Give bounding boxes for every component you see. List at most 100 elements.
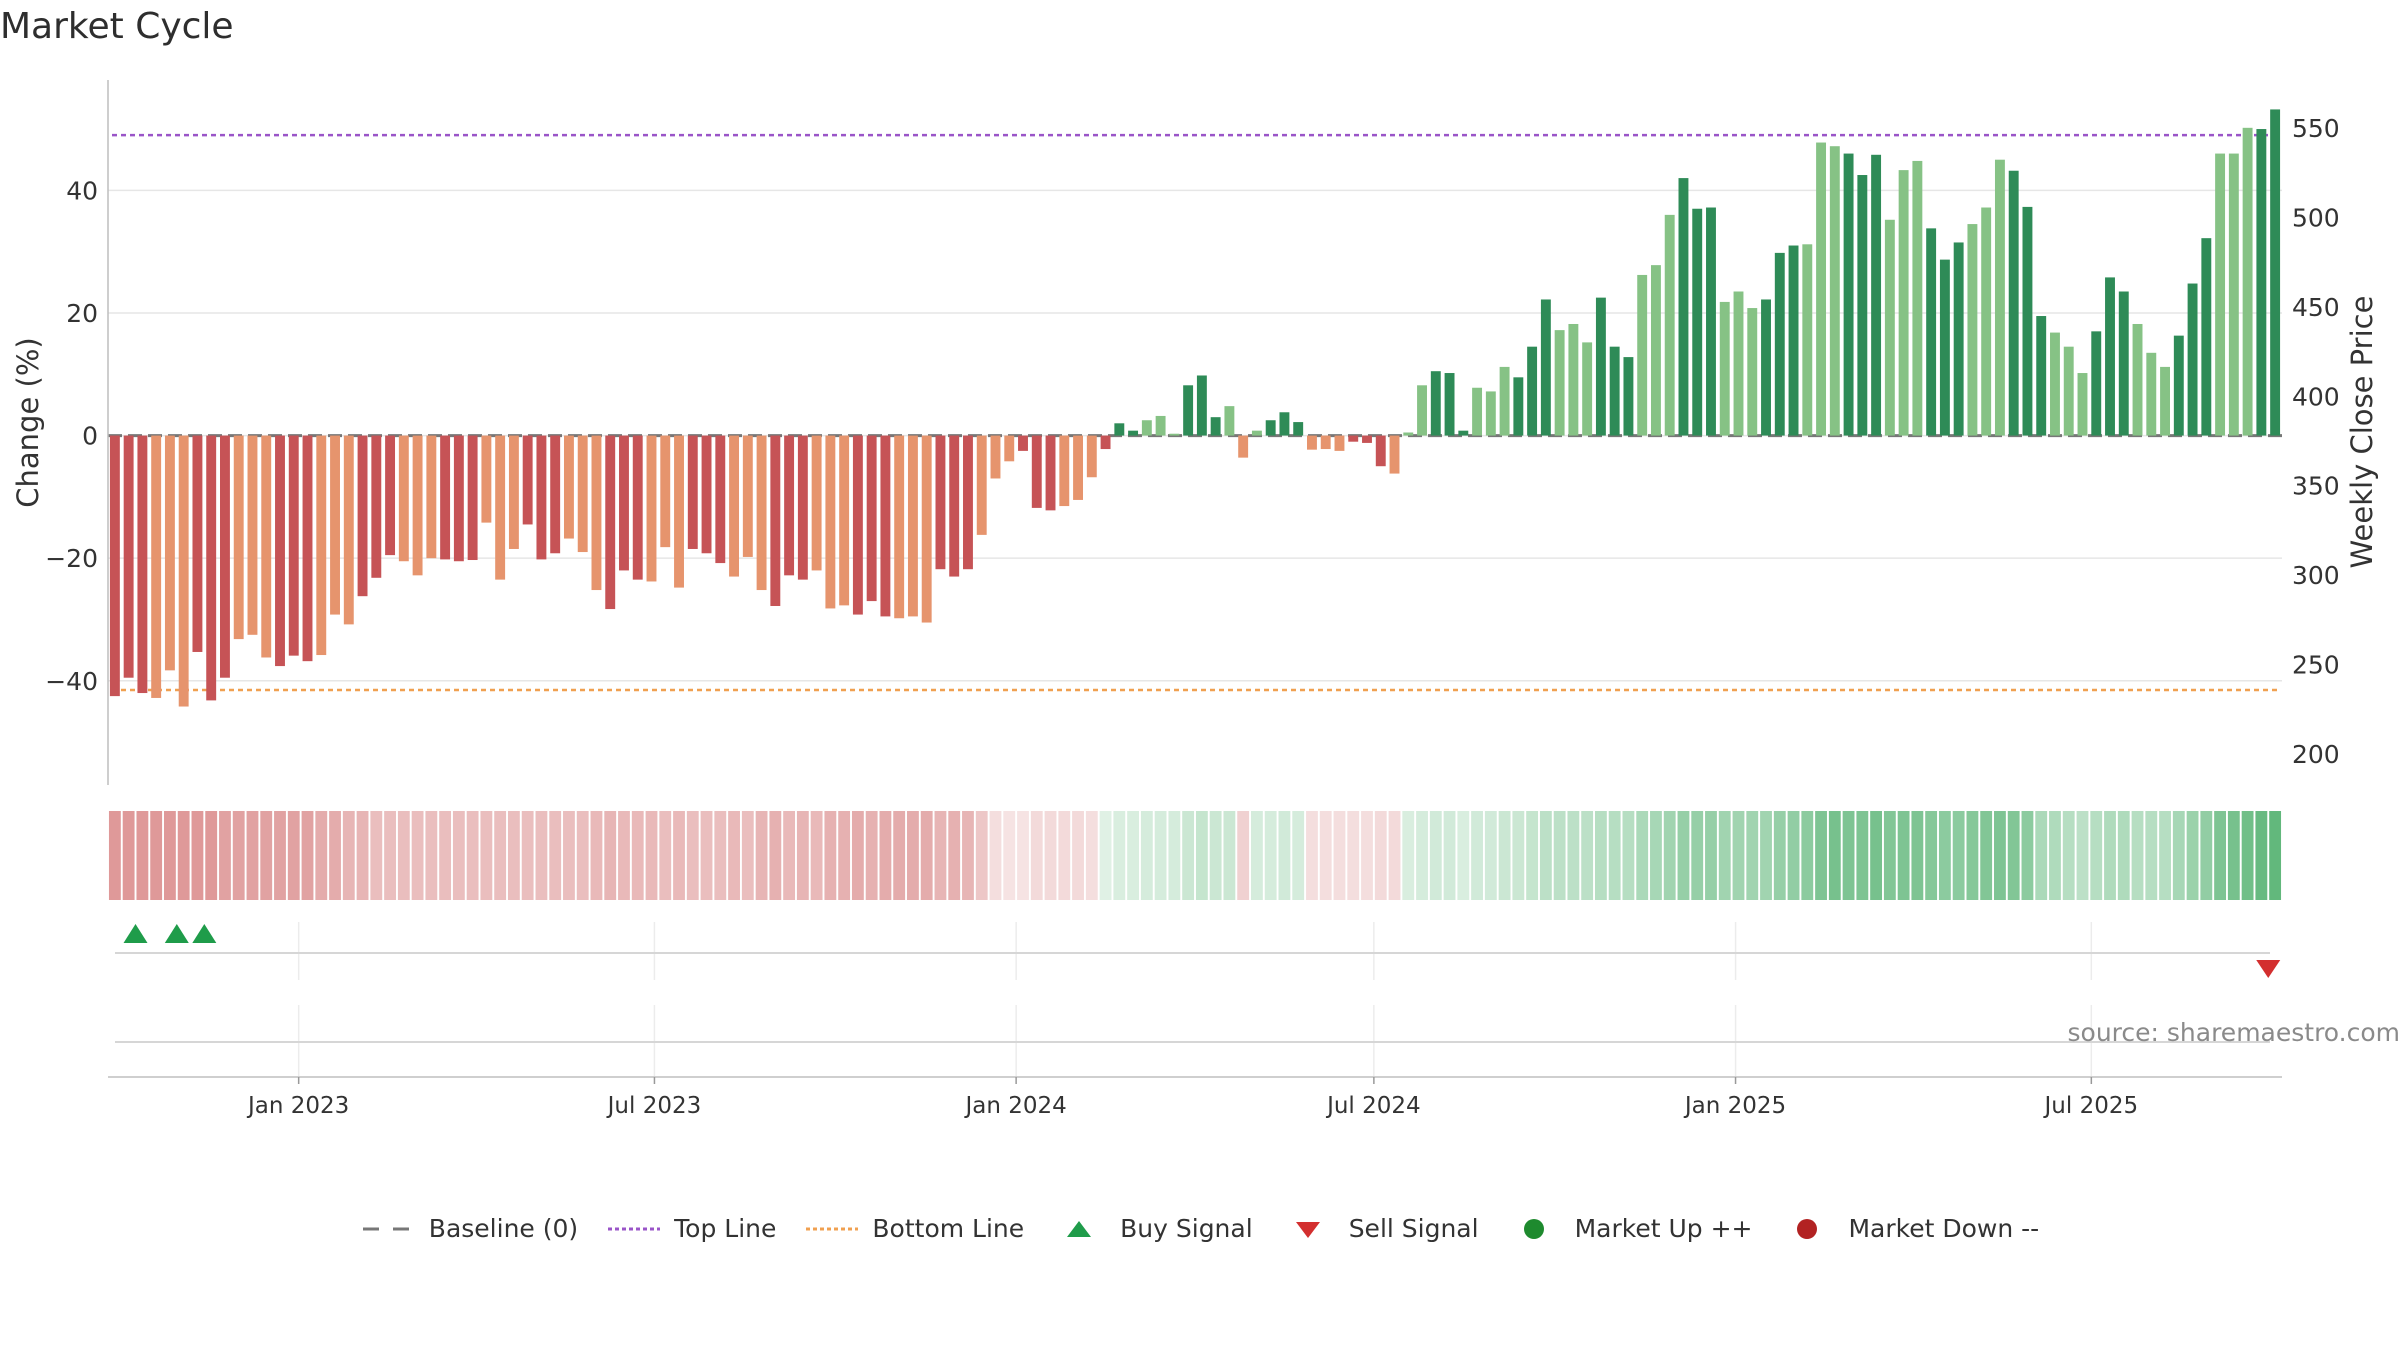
heat-cell [177, 811, 190, 900]
bar [1554, 330, 1565, 436]
heat-cell [1856, 811, 1869, 900]
x-tick-label: Jan 2024 [963, 1093, 1066, 1119]
bar [1623, 357, 1634, 436]
legend-item: Market Up ++ [1507, 1214, 1752, 1243]
heat-cell [1966, 811, 1979, 900]
heat-cell [507, 811, 520, 900]
legend-label: Baseline (0) [428, 1214, 579, 1243]
bar [1788, 245, 1799, 436]
legend-item: Baseline (0) [361, 1214, 578, 1243]
heat-cell [2090, 811, 2103, 900]
triangle-down-icon [1295, 1221, 1320, 1238]
heat-cell [1195, 811, 1208, 900]
heat-cell [645, 811, 658, 900]
bar [288, 435, 299, 656]
heat-cell [2035, 811, 2048, 900]
bar [2187, 283, 2198, 436]
heat-cell [1361, 811, 1373, 900]
bar [715, 435, 726, 564]
heat-cell [2214, 811, 2226, 900]
bar [164, 435, 175, 671]
heat-cell [1251, 811, 1263, 900]
legend-item: Sell Signal [1281, 1214, 1479, 1243]
bar [233, 435, 244, 640]
bar [247, 435, 258, 635]
heat-cell [191, 811, 204, 900]
heat-cell [1911, 811, 1924, 900]
bar [1692, 208, 1703, 436]
bar [852, 435, 863, 615]
bar [550, 435, 561, 554]
heat-cell [1677, 811, 1690, 900]
bar [632, 435, 643, 580]
heat-cell [755, 811, 768, 900]
bar [1706, 207, 1716, 436]
heat-cell [1374, 811, 1387, 900]
heat-cell [1746, 811, 1759, 900]
heat-cell [1471, 811, 1483, 900]
bar [1595, 297, 1606, 436]
bar [2132, 323, 2143, 436]
heat-cell [1457, 811, 1470, 900]
legend-label: Bottom Line [872, 1214, 1025, 1243]
bar [921, 435, 932, 623]
bar [605, 435, 616, 610]
heat-cell [700, 811, 713, 900]
bar [1609, 346, 1620, 436]
bar [825, 435, 836, 609]
bar [1499, 366, 1510, 436]
heat-cell [1168, 811, 1181, 900]
heat-cell [2007, 811, 2020, 900]
bar [1664, 214, 1675, 436]
bar [2215, 153, 2226, 436]
heat-cell [1705, 811, 1717, 900]
heat-cell [1237, 811, 1250, 900]
heat-cell [397, 811, 410, 900]
dash-line-icon [362, 1227, 409, 1230]
heat-cell [975, 811, 988, 900]
bar [1568, 323, 1579, 436]
bar [619, 435, 629, 571]
heat-cell [618, 811, 630, 900]
heat-cell [1938, 811, 1951, 900]
bar [261, 435, 272, 658]
bar [1829, 146, 1840, 436]
heat-cell [260, 811, 273, 900]
bar [1747, 308, 1758, 436]
y-axis-label: Change (%) [11, 337, 45, 507]
bar [2146, 352, 2157, 436]
heat-cell [1264, 811, 1277, 900]
heat-cell [1787, 811, 1800, 900]
legend-item: Market Down -- [1780, 1214, 2039, 1243]
x-tick-label: Jan 2023 [246, 1093, 349, 1119]
bar [123, 435, 134, 678]
green-dot-icon [1523, 1218, 1544, 1239]
heat-cell [1140, 811, 1153, 900]
bar [2228, 153, 2239, 436]
bar [866, 435, 877, 602]
dotted-orange-line-icon [806, 1227, 859, 1230]
bar [949, 435, 960, 577]
heat-cell [989, 811, 1002, 900]
heat-cell [1347, 811, 1360, 900]
bar [178, 435, 189, 707]
bar [536, 435, 547, 560]
heat-cell [1773, 811, 1786, 900]
heat-cell [1319, 811, 1332, 900]
bar [192, 435, 203, 652]
bar [1018, 435, 1028, 451]
bar [563, 435, 574, 539]
bar [1375, 435, 1386, 467]
buy-signal-marker [164, 924, 189, 943]
dotted-purple-line-icon [608, 1227, 661, 1230]
heat-cell [1952, 811, 1965, 900]
heat-cell [2227, 811, 2240, 900]
heat-cell [1883, 811, 1896, 900]
triangle-up-icon [1067, 1220, 1092, 1237]
bar [577, 435, 588, 553]
bar [412, 435, 423, 576]
heat-cell [2255, 811, 2268, 900]
heat-cell [1003, 811, 1016, 900]
x-tick-label: Jul 2024 [1325, 1093, 1421, 1119]
